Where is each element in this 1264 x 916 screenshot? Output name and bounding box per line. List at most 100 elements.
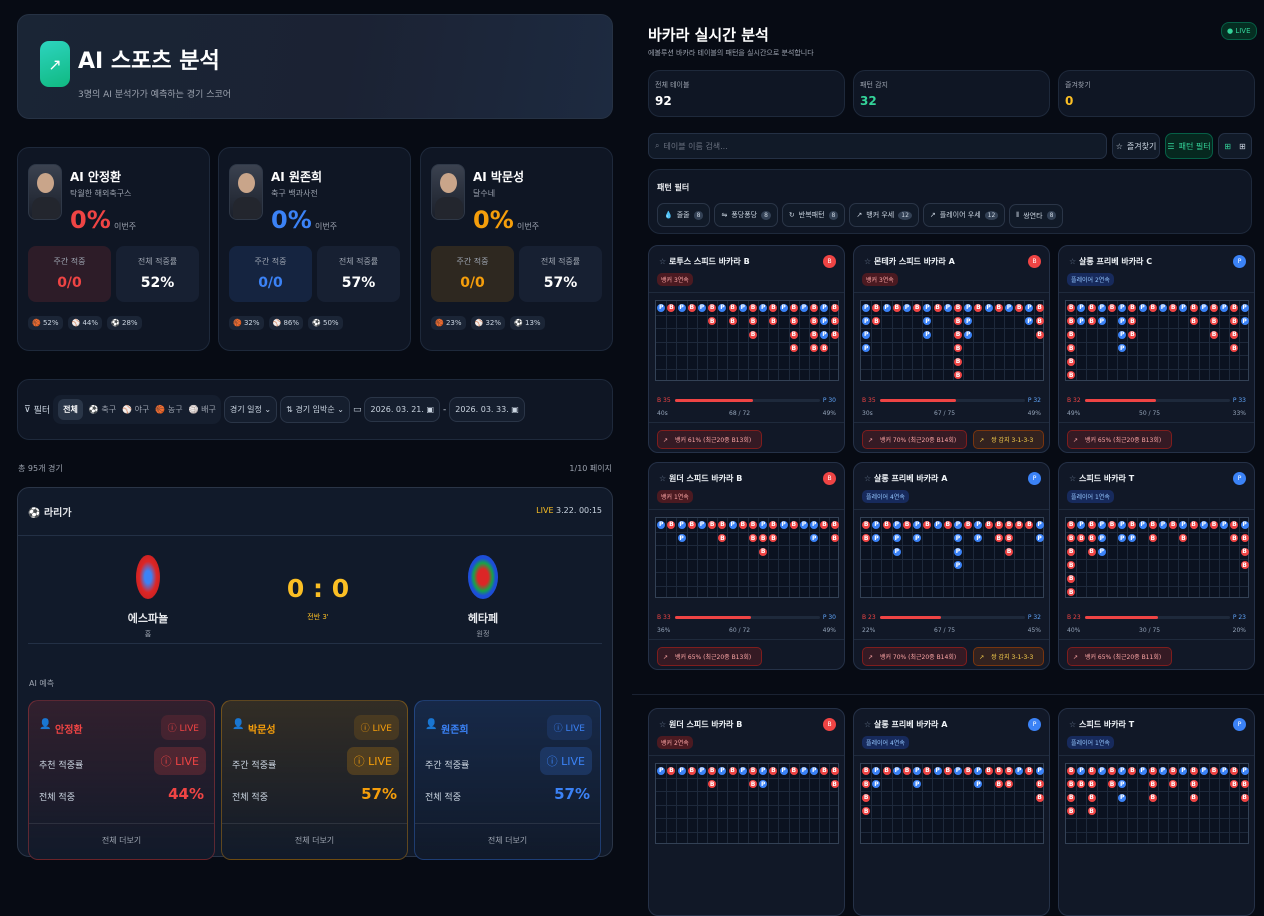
grid-large-icon[interactable]: ⊞	[1224, 141, 1231, 151]
view-toggle[interactable]: ⊞ ⊞	[1218, 133, 1252, 159]
bead-player	[1240, 766, 1249, 775]
star-icon[interactable]: ☆	[1069, 720, 1077, 729]
grid-small-icon[interactable]: ⊞	[1239, 141, 1246, 151]
baccarat-table-card[interactable]: ☆ 로투스 스피드 바카라 B B 뱅커 3연속 P B P B P BB P BB P BBB P…	[648, 245, 845, 453]
bead-banker	[923, 766, 932, 775]
pattern-chip[interactable]: ⫴ 쌍연타 8	[1009, 203, 1064, 228]
pattern-chip[interactable]: ↗ 플레이어 우세 12	[922, 203, 1006, 227]
road-column: BB	[709, 767, 715, 788]
ai-picks-label: AI 예측	[29, 679, 55, 688]
analyst-name: AI 안정환	[70, 170, 122, 184]
filter-bar: ⊽ 필터 전체 ⚽ 축구 ⚾ 야구 🏀 농구 🏐 배구 경기 일정 ⌄ ⇅ 경기…	[17, 379, 613, 440]
star-icon[interactable]: ☆	[659, 257, 667, 266]
bead-banker	[1067, 793, 1076, 802]
tab-baseball[interactable]: ⚾ 야구	[122, 405, 150, 414]
baccarat-table-card[interactable]: ☆ 원더 스피드 바카라 B B 뱅커 1연속 P B PP B P B BB P B BB PBB…	[648, 462, 845, 670]
last-result-badge: B	[823, 255, 836, 268]
tab-basketball[interactable]: 🏀 농구	[155, 405, 183, 414]
bead-banker	[667, 520, 676, 529]
analyst-card[interactable]: AI 원존희 축구 백과사전 0% 이번주 주간 적중 0/0 전체 적중률 57%…	[218, 147, 411, 351]
bead-banker	[769, 520, 778, 529]
road-column: P	[740, 304, 745, 311]
bead-banker	[1035, 317, 1044, 326]
star-icon[interactable]: ☆	[1069, 257, 1077, 266]
analyst-card[interactable]: AI 박문성 달수네 0% 이번주 주간 적중 0/0 전체 적중률 57% 🏀 2…	[420, 147, 613, 351]
bead-banker	[882, 520, 891, 529]
star-icon[interactable]: ☆	[864, 720, 872, 729]
sort-select[interactable]: ⇅ 경기 임박순 ⌄	[280, 396, 350, 423]
star-icon[interactable]: ☆	[659, 474, 667, 483]
pattern-filter-button[interactable]: ☰ 패턴 필터	[1165, 133, 1213, 159]
baccarat-table-card[interactable]: ☆ 살롱 프리베 바카라 A P 플레이어 4연속 BB PP B PPP B PP B P B…	[853, 462, 1050, 670]
table-search-input[interactable]: ⌕ 테이블 이름 검색...	[648, 133, 1107, 159]
road-column: PP	[1037, 521, 1042, 542]
more-link[interactable]: 전체 더보기	[101, 836, 142, 845]
bead-player	[1159, 303, 1167, 312]
bead-banker	[1128, 317, 1137, 326]
analyst-card[interactable]: AI 안정환 탁월한 해외축구스 0% 이번주 주간 적중 0/0 전체 적중률 5…	[17, 147, 210, 351]
baccarat-table-card[interactable]: ☆ 스피드 바카라 T P 플레이어 1연속 BBBB PB BBBB P BB PPP B…	[1058, 708, 1255, 916]
stat-left: 40%	[1067, 627, 1081, 634]
road-column: B	[996, 304, 1002, 311]
baccarat-table-card[interactable]: ☆ 살롱 프리베 바카라 C P 플레이어 2연속 BBBBBB PP BB PP B P…	[1058, 245, 1255, 453]
road-column: PP	[811, 521, 817, 542]
pattern-chip[interactable]: ↗ 뱅커 우세 12	[849, 203, 919, 227]
banker-ratio-bar	[880, 616, 1025, 619]
bead-banker	[1210, 766, 1218, 775]
bead-player	[913, 534, 922, 543]
bead-player	[1159, 766, 1167, 775]
star-icon[interactable]: ☆	[864, 257, 872, 266]
analyst-avatar-icon: 👤	[425, 719, 438, 730]
bead-banker	[1005, 780, 1013, 789]
tab-volleyball[interactable]: 🏐 배구	[188, 405, 216, 414]
ai-pick-card[interactable]: 👤 박문성 ⓘ LIVE 주간 적중률 ⓘ LIVE 전체 적중 57% 전체 …	[221, 700, 408, 860]
pattern-chip[interactable]: ⇋ 퐁당퐁당 8	[714, 203, 778, 227]
tab-soccer[interactable]: ⚽ 축구	[88, 405, 117, 414]
pattern-filter-panel: 패턴 필터 💧 줄줄 8 ⇋ 퐁당퐁당 8 ↻ 반복패턴 8 ↗ 뱅커 우세 12 ↗ 플레이어 우세 12…	[648, 169, 1252, 234]
road-column: PPP	[965, 304, 971, 338]
road-column: BBBB	[1232, 304, 1237, 352]
road-column: P	[894, 767, 899, 774]
star-icon[interactable]: ☆	[1069, 474, 1077, 483]
bead-banker	[943, 520, 952, 529]
pattern-chip[interactable]: 💧 줄줄 8	[657, 203, 711, 227]
bead-banker	[1128, 520, 1137, 529]
baccarat-title: 바카라 실시간 분석	[648, 26, 769, 44]
pattern-icon: ↻	[788, 211, 795, 219]
ai-pick-card[interactable]: 👤 안정환 ⓘ LIVE 추천 적중률 ⓘ LIVE 전체 적중 44% 전체 …	[28, 700, 215, 860]
road-column: PP	[1027, 304, 1032, 325]
bead-banker	[749, 303, 757, 312]
road-column: P	[801, 767, 807, 774]
bead-banker	[1108, 303, 1116, 312]
tab-all[interactable]: 전체	[58, 399, 83, 420]
star-icon[interactable]: ☆	[659, 720, 667, 729]
pattern-note: ↗ 뱅커 70% (최근20중 B14회)	[862, 647, 968, 666]
table-name: ☆ 스피드 바카라 T	[1069, 720, 1135, 729]
more-link[interactable]: 전체 더보기	[487, 836, 528, 845]
baccarat-table-card[interactable]: ☆ 스피드 바카라 T P 플레이어 1연속 BBBBBB PB BBB PPP B PP…	[1058, 462, 1255, 670]
baccarat-table-card[interactable]: ☆ 몬테카 스피드 바카라 A B 뱅커 3연속 PPPP BB P B P B PPP B P…	[853, 245, 1050, 453]
bead-banker	[923, 520, 932, 529]
bead-banker	[708, 780, 717, 789]
bead-banker	[1087, 807, 1096, 816]
date-from-input[interactable]: 2026. 03. 21. ▣	[364, 397, 441, 422]
favorites-button[interactable]: ☆ 즐겨찾기	[1112, 133, 1160, 159]
star-icon[interactable]: ☆	[864, 474, 872, 483]
banker-count: B 32	[1067, 397, 1081, 404]
road-column: B	[884, 767, 889, 774]
bead-banker	[830, 317, 839, 326]
road-column: BB	[1089, 304, 1094, 325]
more-link[interactable]: 전체 더보기	[294, 836, 335, 845]
road-column: PPP	[925, 304, 930, 338]
pattern-chip[interactable]: ↻ 반복패턴 8	[781, 203, 846, 227]
baccarat-table-card[interactable]: ☆ 살롱 프리베 바카라 A P 플레이어 4연속 BBBB PP B P B PP B P B…	[853, 708, 1050, 916]
ai-pick-card[interactable]: 👤 원존희 ⓘ LIVE 주간 적중률 ⓘ LIVE 전체 적중 57% 전체 …	[414, 700, 601, 860]
bead-banker	[862, 766, 871, 775]
date-to-input[interactable]: 2026. 03. 33. ▣	[449, 397, 525, 422]
road-column: BB	[730, 304, 735, 325]
pattern-note: ↗ 뱅커 65% (최근20중 B13회)	[1067, 430, 1173, 449]
baccarat-table-card[interactable]: ☆ 원더 스피드 바카라 B B 뱅커 2연속 P B P B P BB P B P BB PP B P…	[648, 708, 845, 916]
status-select[interactable]: 경기 일정 ⌄	[223, 396, 278, 423]
bead-banker	[1240, 793, 1249, 802]
pick-live-badge: ⓘ LIVE	[346, 747, 399, 775]
